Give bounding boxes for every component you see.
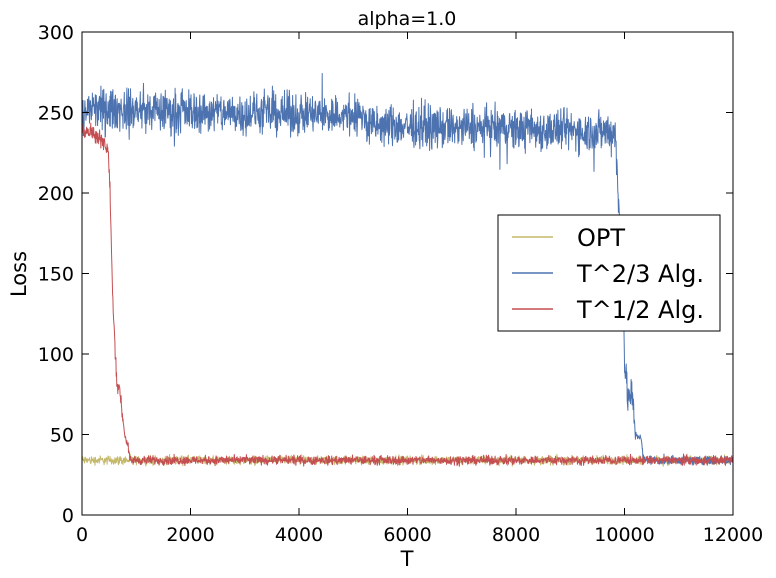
x-tick-label-0: 0 <box>76 524 88 546</box>
x-tick-label-4: 8000 <box>492 524 540 546</box>
x-tick-label-2: 4000 <box>275 524 323 546</box>
series-t12-alg <box>81 122 734 467</box>
x-tick-label-5: 10000 <box>594 524 654 546</box>
series-layer <box>81 73 734 467</box>
x-tick-label-3: 6000 <box>383 524 431 546</box>
y-tick-label-2: 100 <box>38 344 74 366</box>
x-axis-label: T <box>400 547 414 571</box>
x-tick-label-1: 2000 <box>166 524 214 546</box>
y-tick-label-5: 250 <box>38 103 74 125</box>
plot-frame <box>81 31 734 516</box>
legend-label-t23: T^2/3 Alg. <box>576 260 704 288</box>
legend: OPT T^2/3 Alg. T^1/2 Alg. <box>497 214 721 332</box>
axis-layer: 0 2000 4000 6000 8000 10000 12000 0 50 100 150 200 2… <box>38 22 763 546</box>
y-tick-label-1: 50 <box>50 425 74 447</box>
y-tick-label-4: 200 <box>38 183 74 205</box>
y-tick-label-0: 0 <box>62 505 74 527</box>
y-tick-label-3: 150 <box>38 264 74 286</box>
chart-title: alpha=1.0 <box>358 8 457 30</box>
legend-label-t12: T^1/2 Alg. <box>576 296 704 324</box>
x-tick-label-6: 12000 <box>703 524 763 546</box>
series-t23-alg <box>81 73 734 466</box>
y-axis-label: Loss <box>7 251 31 297</box>
legend-label-opt: OPT <box>577 224 625 252</box>
y-tick-label-6: 300 <box>38 22 74 44</box>
